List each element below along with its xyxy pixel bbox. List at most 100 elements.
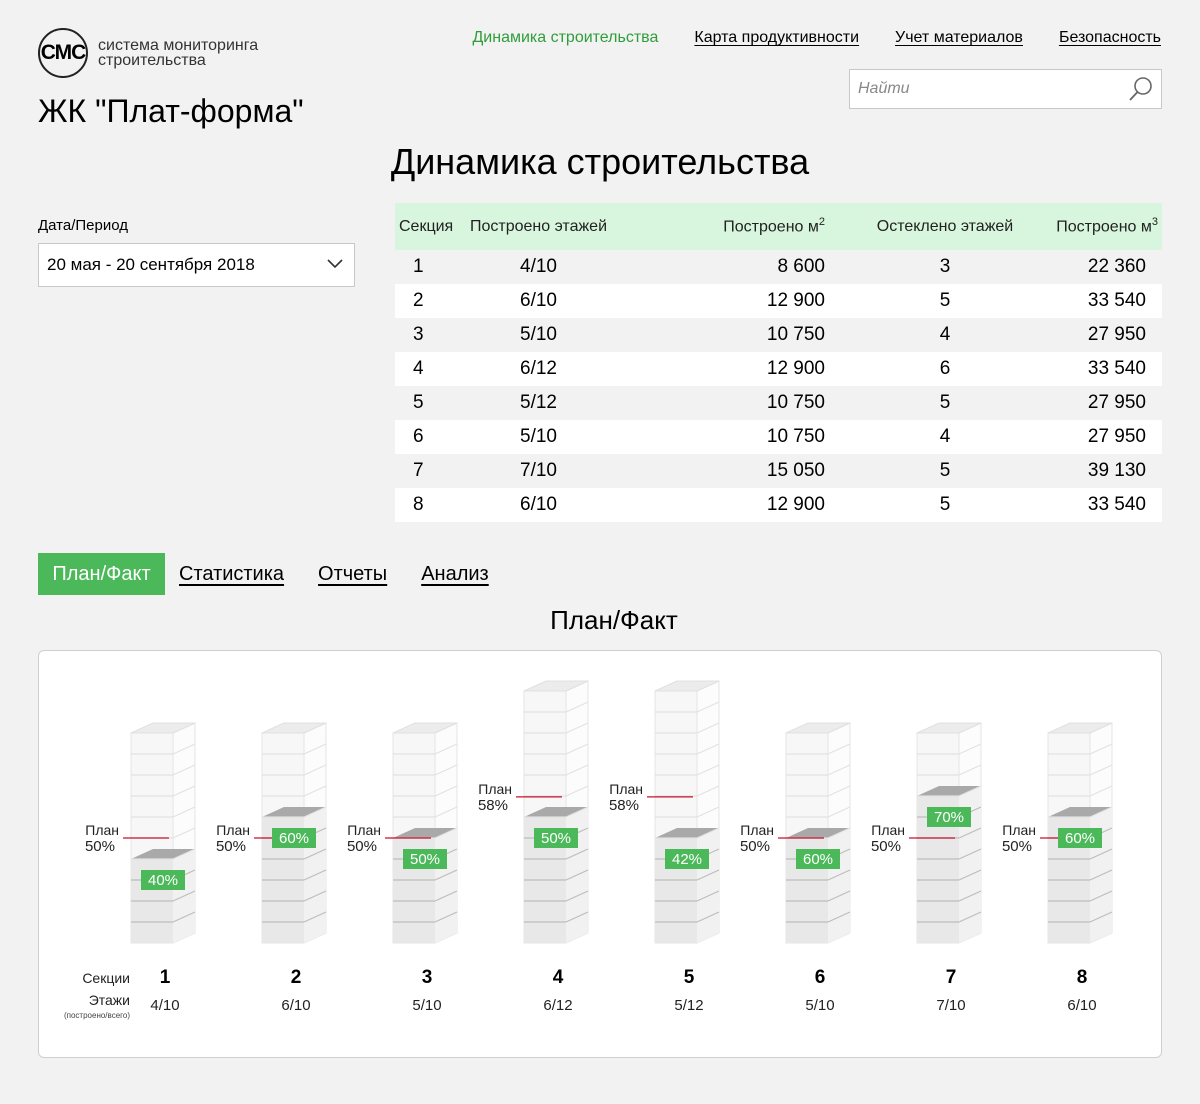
cell-volume-built: 33 540 (1025, 488, 1162, 522)
table-row: 1 4/10 8 600 3 22 360 (395, 250, 1162, 284)
table-row: 8 6/10 12 900 5 33 540 (395, 488, 1162, 522)
chart-title: План/Факт (550, 605, 678, 635)
building-roof (916, 722, 982, 734)
col-header-area-built: Построено м2 (670, 203, 825, 250)
floor-line (827, 743, 851, 755)
col-header-floors-glazed: Остеклено этажей (825, 203, 1025, 250)
floor-line (958, 848, 982, 860)
plan-label: План (478, 781, 512, 797)
cell-section: 5 (395, 386, 455, 420)
stats-table: Секция Построено этажей Построено м2 Ост… (395, 203, 1162, 522)
plan-label: План (85, 822, 119, 838)
building-roof (523, 680, 589, 692)
col-header-volume-built: Построено м3 (1025, 203, 1162, 250)
search-input[interactable] (850, 70, 1121, 108)
fact-value: 70% (934, 809, 964, 826)
view-tabs: План/Факт Статистика Отчеты Анализ (38, 553, 523, 595)
built-slab (655, 828, 719, 838)
floor-line (303, 785, 327, 797)
chevron-down-icon (326, 255, 344, 275)
tab-plan-fact[interactable]: План/Факт (38, 553, 165, 595)
tab-analysis[interactable]: Анализ (421, 562, 489, 585)
section-number: 1 (160, 967, 171, 988)
logo-mark: СМС (38, 28, 88, 78)
built-slab (524, 807, 588, 817)
floor-line (565, 869, 589, 881)
built-slab (786, 828, 850, 838)
cell-floors-built: 5/12 (455, 386, 670, 420)
cell-section: 3 (395, 318, 455, 352)
fact-value: 50% (410, 851, 440, 868)
nav-construction-dynamics[interactable]: Динамика строительства (472, 29, 659, 46)
cell-area-built: 12 900 (670, 284, 825, 318)
plan-label: План (871, 822, 905, 838)
floor-line (958, 785, 982, 797)
floor-line (696, 764, 720, 776)
floor-line (172, 806, 196, 818)
floors-row-label: Этажи (89, 992, 130, 1008)
floor-line (1089, 764, 1113, 776)
search-box (849, 69, 1162, 109)
cell-floors-glazed: 4 (825, 420, 1025, 454)
floor-line (1089, 848, 1113, 860)
period-select[interactable]: 20 мая - 20 сентября 2018 (38, 243, 355, 287)
floor-line (1089, 869, 1113, 881)
floor-line (958, 869, 982, 881)
plan-value: 50% (740, 838, 770, 855)
floor-line (958, 911, 982, 923)
tab-statistics[interactable]: Статистика (179, 562, 285, 585)
section-floors: 6/10 (281, 997, 310, 1014)
floor-line (1089, 743, 1113, 755)
plan-value: 58% (478, 797, 508, 814)
nav-materials[interactable]: Учет материалов (895, 29, 1023, 46)
floor-line (303, 764, 327, 776)
built-slab (262, 807, 326, 817)
table-row: 5 5/12 10 750 5 27 950 (395, 386, 1162, 420)
table-row: 6 5/10 10 750 4 27 950 (395, 420, 1162, 454)
table-row: 2 6/10 12 900 5 33 540 (395, 284, 1162, 318)
plan-value: 58% (609, 797, 639, 814)
logo-text: система мониторинга строительства (98, 38, 258, 69)
nav-productivity-map[interactable]: Карта продуктивности (694, 29, 860, 46)
floor-line (565, 848, 589, 860)
built-slab (917, 786, 981, 796)
plan-value: 50% (871, 838, 901, 855)
floor-line (172, 890, 196, 902)
cell-section: 6 (395, 420, 455, 454)
built-side (697, 828, 719, 943)
floor-line (958, 764, 982, 776)
table-header-row: Секция Построено этажей Построено м2 Ост… (395, 203, 1162, 250)
cell-area-built: 15 050 (670, 454, 825, 488)
building-roof (1047, 722, 1113, 734)
tab-reports[interactable]: Отчеты (318, 562, 388, 585)
floor-line (434, 911, 458, 923)
nav-safety[interactable]: Безопасность (1058, 29, 1161, 46)
built-slab (393, 828, 457, 838)
floor-line (696, 869, 720, 881)
cell-floors-glazed: 5 (825, 386, 1025, 420)
cell-floors-built: 4/10 (455, 250, 670, 284)
search-icon[interactable] (1121, 69, 1161, 109)
cell-floors-built: 5/10 (455, 318, 670, 352)
floor-line (565, 806, 589, 818)
floor-line (565, 890, 589, 902)
cell-volume-built: 27 950 (1025, 318, 1162, 352)
floor-line (303, 890, 327, 902)
cell-area-built: 10 750 (670, 420, 825, 454)
plan-label: План (347, 822, 381, 838)
logo-line-2: строительства (98, 52, 206, 69)
floor-line (565, 785, 589, 797)
floor-line (434, 764, 458, 776)
cell-section: 1 (395, 250, 455, 284)
sections-row-label: Секции (82, 970, 130, 986)
section-number: 2 (291, 967, 302, 988)
logo[interactable]: СМС система мониторинга строительства (38, 28, 258, 78)
floor-line (172, 827, 196, 839)
floor-line (827, 890, 851, 902)
section-number: 8 (1077, 967, 1088, 988)
floor-line (172, 785, 196, 797)
floor-line (434, 890, 458, 902)
